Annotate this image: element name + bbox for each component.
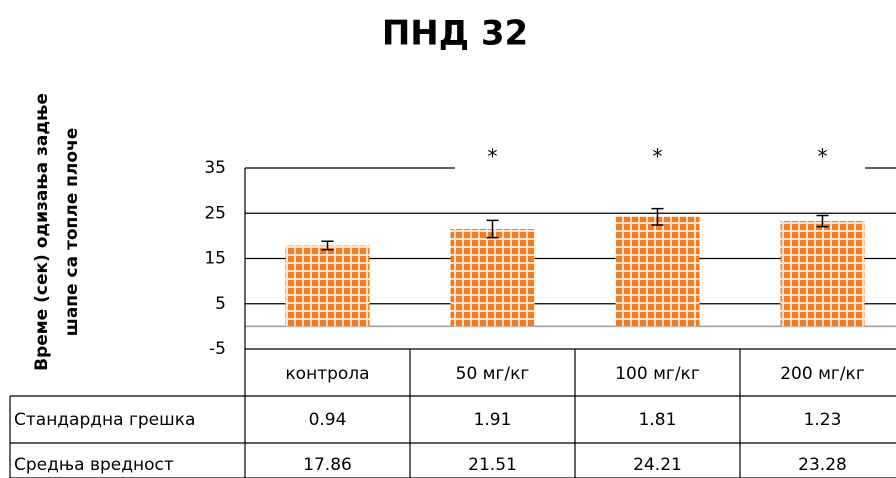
error-bar: [816, 214, 829, 228]
annotation-box: [455, 140, 865, 180]
y-tick-label: 25: [204, 203, 226, 223]
x-tick-label: 100 мг/кг: [615, 364, 700, 384]
x-tick-label: 200 мг/кг: [780, 364, 865, 384]
bar: [450, 229, 535, 327]
y-axis-label: шапе са топле плоче: [62, 128, 82, 336]
bar: [615, 216, 700, 327]
table-cell: 0.94: [309, 410, 347, 430]
bar: [285, 245, 370, 327]
y-tick-label: 5: [215, 294, 226, 314]
y-axis-label: Време (сек) одизања задње: [32, 93, 52, 371]
annotation: *: [818, 145, 828, 169]
table-cell: 17.86: [303, 455, 352, 475]
annotation: *: [488, 145, 498, 169]
x-tick-label: контрола: [285, 364, 369, 384]
error-bar: [321, 240, 334, 251]
y-tick-label: -5: [209, 339, 226, 359]
y-tick-label: 35: [204, 158, 226, 178]
chart-title: ПНД 32: [382, 14, 528, 54]
table-cell: 1.81: [639, 410, 677, 430]
table-cell: 1.23: [804, 410, 842, 430]
table-cell: 23.28: [798, 455, 847, 475]
row-header: Стандардна грешка: [14, 410, 195, 430]
error-bar: [486, 219, 499, 239]
x-tick-label: 50 мг/кг: [456, 364, 530, 384]
table-cell: 1.91: [474, 410, 512, 430]
error-bar: [651, 207, 664, 226]
row-header: Средња вредност: [14, 455, 174, 475]
table-cell: 24.21: [633, 455, 682, 475]
annotation: *: [653, 145, 663, 169]
table-cell: 21.51: [468, 455, 517, 475]
bar: [780, 221, 865, 327]
y-tick-label: 15: [204, 249, 226, 269]
